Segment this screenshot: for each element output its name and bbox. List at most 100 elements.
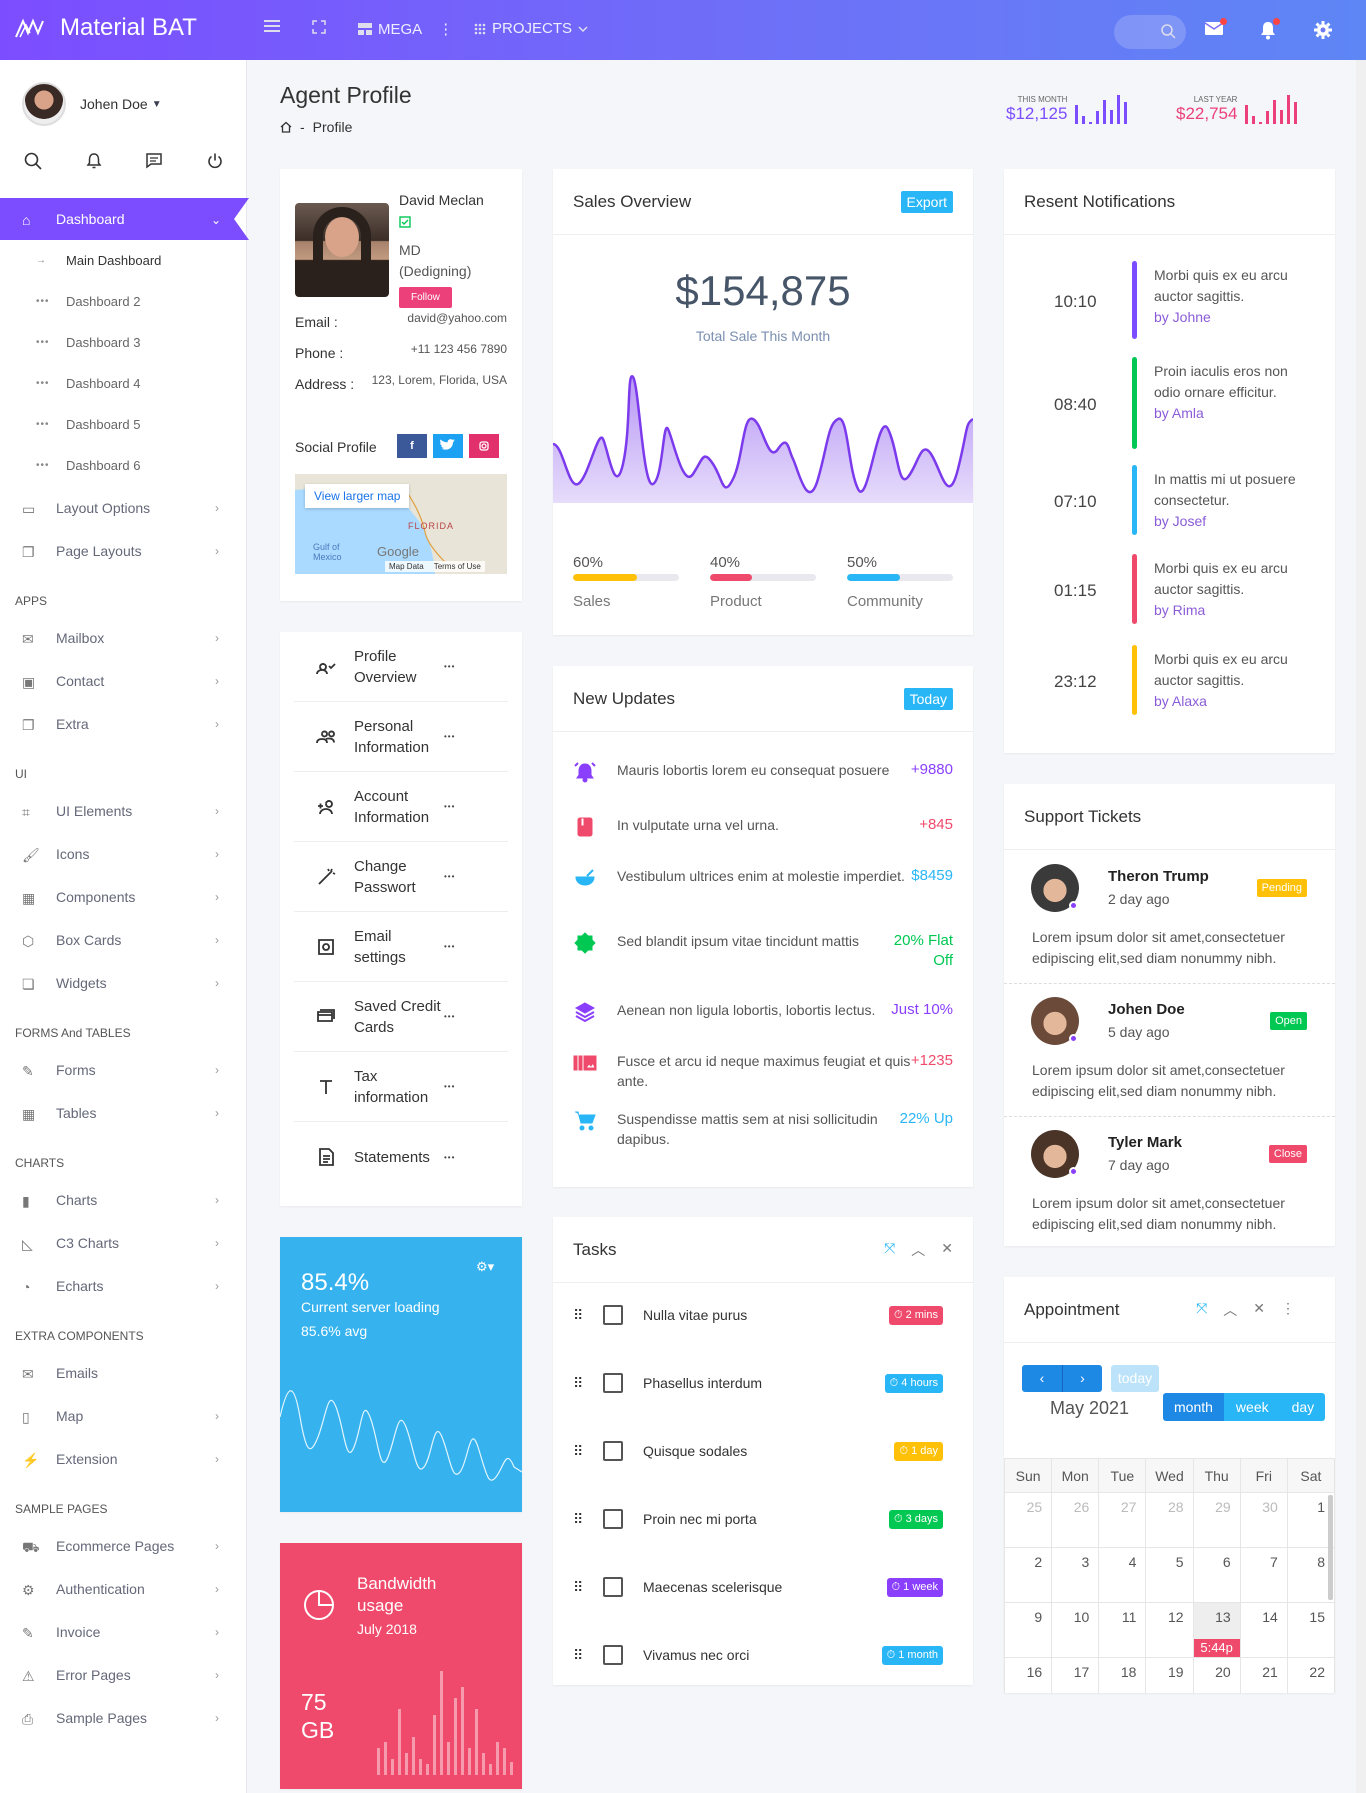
brand[interactable]: Material BAT [14, 14, 197, 42]
calendar-day[interactable]: 3 [1051, 1547, 1100, 1603]
calendar-day[interactable]: 29 [1192, 1492, 1241, 1548]
calendar-day[interactable]: 9 [1004, 1602, 1053, 1658]
profile-menu-item[interactable]: Change Passwort ••• [294, 842, 508, 912]
task-checkbox[interactable] [603, 1509, 623, 1529]
sidebar-item[interactable]: ▦ Components › [0, 875, 247, 918]
sidebar-item[interactable]: ⬡ Box Cards › [0, 918, 247, 961]
calendar-day[interactable]: 13 5:44p [1192, 1602, 1241, 1658]
sidebar-item[interactable]: ⚠ Error Pages › [0, 1653, 247, 1696]
drag-handle-icon[interactable]: ⠿ [573, 1442, 584, 1459]
sidebar-subitem[interactable]: ••• Dashboard 4 [0, 363, 247, 404]
drag-handle-icon[interactable]: ⠿ [573, 1510, 584, 1527]
more-horiz-icon[interactable]: ••• [444, 1152, 456, 1162]
calendar-event[interactable]: 5:44p [1193, 1639, 1240, 1657]
follow-button[interactable]: Follow [399, 287, 452, 308]
mega-menu[interactable]: MEGA ⋮ [358, 20, 453, 38]
task-item[interactable]: ⠿ Quisque sodales ⏱ 1 day [573, 1436, 943, 1466]
ticket-item[interactable]: Theron Trump 2 day ago Pending Lorem ipsum … [1004, 851, 1335, 984]
view-week-button[interactable]: week [1223, 1393, 1281, 1421]
sidebar-item[interactable]: ⛟ Ecommerce Pages › [0, 1524, 247, 1567]
more-horiz-icon[interactable]: ••• [444, 872, 456, 881]
update-item[interactable]: In vulputate urna vel urna. +845 [573, 815, 953, 839]
close-icon[interactable]: ✕ [1253, 1299, 1265, 1316]
mail-icon[interactable] [1204, 18, 1227, 39]
scrollbar[interactable] [1328, 1495, 1333, 1600]
task-checkbox[interactable] [603, 1441, 623, 1461]
calendar-day[interactable]: 12 [1145, 1602, 1194, 1658]
sidebar-item[interactable]: ▯ Map › [0, 1394, 247, 1437]
more-horiz-icon[interactable]: ••• [444, 1012, 456, 1021]
calendar-day[interactable]: 26 [1051, 1492, 1100, 1548]
chat-icon[interactable] [145, 152, 163, 170]
profile-menu-item[interactable]: Personal Information ••• [294, 702, 508, 772]
profile-menu-item[interactable]: Statements ••• [294, 1122, 508, 1192]
update-item[interactable]: Vestibulum ultrices enim at molestie imp… [573, 866, 953, 890]
sidebar-item[interactable]: ⎙ Sample Pages › [0, 1696, 247, 1739]
update-item[interactable]: A Sed blandit ipsum vitae tincidunt matti… [573, 931, 953, 971]
task-item[interactable]: ⠿ Vivamus nec orci ⏱ 1 month [573, 1640, 943, 1670]
more-horiz-icon[interactable]: ••• [444, 942, 456, 951]
calendar-day[interactable]: 7 [1239, 1547, 1288, 1603]
task-item[interactable]: ⠿ Nulla vitae purus ⏱ 2 mins [573, 1300, 943, 1330]
sidebar-subitem[interactable]: ••• Dashboard 6 [0, 445, 247, 486]
sidebar-item[interactable]: ▣ Contact › [0, 659, 247, 702]
expand-icon[interactable]: ⤧ [884, 1239, 896, 1256]
chevron-up-icon[interactable]: ︿ [911, 1241, 926, 1258]
sidebar-item[interactable]: ▮ Charts › [0, 1178, 247, 1221]
calendar-day[interactable]: 11 [1098, 1602, 1147, 1658]
calendar-day[interactable]: 16 [1004, 1657, 1053, 1693]
sidebar-subitem[interactable]: ••• Dashboard 3 [0, 322, 247, 363]
calendar-day[interactable]: 10 [1051, 1602, 1100, 1658]
prev-month-button[interactable]: ‹ [1022, 1365, 1062, 1392]
more-horiz-icon[interactable]: ••• [444, 732, 456, 741]
sidebar-item[interactable]: ✎ Invoice › [0, 1610, 247, 1653]
calendar-day[interactable]: 19 [1145, 1657, 1194, 1693]
search-icon[interactable] [24, 152, 42, 170]
chevron-up-icon[interactable]: ︿ [1223, 1301, 1238, 1318]
calendar-day[interactable]: 5 [1145, 1547, 1194, 1603]
update-item[interactable]: Aenean non ligula lobortis, lobortis lec… [573, 1000, 953, 1024]
calendar-day[interactable]: 4 [1098, 1547, 1147, 1603]
settings-gear-icon[interactable] [1313, 20, 1333, 43]
bell-icon[interactable] [1259, 18, 1280, 43]
profile-menu-item[interactable]: Profile Overview ••• [294, 632, 508, 702]
notification-item[interactable]: 08:40 Proin iaculis eros non odio ornare … [1004, 357, 1335, 449]
expand-icon[interactable]: ⤧ [1196, 1299, 1208, 1316]
ticket-item[interactable]: Tyler Mark 7 day ago Close Lorem ipsum dolo… [1004, 1117, 1335, 1250]
more-horiz-icon[interactable]: ••• [444, 1082, 456, 1091]
sidebar-item[interactable]: ✉ Emails [0, 1351, 247, 1394]
home-icon[interactable] [280, 121, 292, 133]
calendar-day[interactable]: 15 [1286, 1602, 1335, 1658]
projects-menu[interactable]: PROJECTS [474, 20, 588, 37]
calendar-day[interactable]: 6 [1192, 1547, 1241, 1603]
map-data-link[interactable]: Map Data [389, 562, 424, 571]
sidebar-item[interactable]: ⚙ Authentication › [0, 1567, 247, 1610]
calendar-day[interactable]: 25 [1004, 1492, 1053, 1548]
notification-item[interactable]: 10:10 Morbi quis ex eu arcu auctor sagitt… [1004, 261, 1335, 339]
terms-link[interactable]: Terms of Use [433, 562, 481, 571]
drag-handle-icon[interactable]: ⠿ [573, 1374, 584, 1391]
notification-item[interactable]: 23:12 Morbi quis ex eu arcu auctor sagitt… [1004, 645, 1335, 715]
sidebar-item[interactable]: ❐ Extra › [0, 702, 247, 745]
calendar-day[interactable]: 27 [1098, 1492, 1147, 1548]
sidebar-item[interactable]: ⌂ Dashboard ⌄ [0, 198, 249, 240]
sidebar-item[interactable]: ⌗ UI Elements › [0, 789, 247, 832]
close-icon[interactable]: ✕ [941, 1239, 953, 1256]
calendar-day[interactable]: 14 [1239, 1602, 1288, 1658]
sidebar-item[interactable]: ❏ Widgets › [0, 961, 247, 1004]
calendar-day[interactable]: 1 [1286, 1492, 1335, 1548]
sidebar-item[interactable]: ✎ Forms › [0, 1048, 247, 1091]
view-day-button[interactable]: day [1280, 1393, 1326, 1421]
update-item[interactable]: Suspendisse mattis sem at nisi sollicitu… [573, 1109, 953, 1149]
instagram-icon[interactable] [469, 434, 499, 458]
calendar-day[interactable]: 20 [1192, 1657, 1241, 1693]
notification-item[interactable]: 07:10 In mattis mi ut posuere consectetur… [1004, 465, 1335, 535]
view-month-button[interactable]: month [1163, 1393, 1224, 1421]
sidebar-item[interactable]: 🖌 Icons › [0, 832, 247, 875]
task-checkbox[interactable] [603, 1305, 623, 1325]
task-checkbox[interactable] [603, 1577, 623, 1597]
task-item[interactable]: ⠿ Phasellus interdum ⏱ 4 hours [573, 1368, 943, 1398]
profile-menu-item[interactable]: Account Information ••• [294, 772, 508, 842]
export-button[interactable]: Export [900, 190, 953, 213]
bell-icon[interactable] [85, 152, 103, 170]
